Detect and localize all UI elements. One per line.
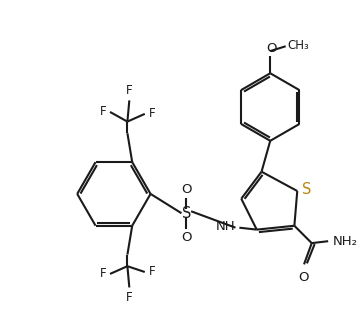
Text: CH₃: CH₃ bbox=[288, 39, 309, 52]
Text: O: O bbox=[181, 231, 192, 244]
Text: F: F bbox=[149, 107, 155, 120]
Text: NH: NH bbox=[216, 220, 235, 233]
Text: NH₂: NH₂ bbox=[333, 235, 358, 248]
Text: S: S bbox=[181, 206, 191, 221]
Text: F: F bbox=[126, 291, 132, 304]
Text: O: O bbox=[181, 182, 192, 196]
Text: F: F bbox=[126, 83, 132, 96]
Text: S: S bbox=[302, 181, 311, 197]
Text: O: O bbox=[266, 42, 276, 55]
Text: F: F bbox=[100, 105, 106, 118]
Text: O: O bbox=[298, 271, 308, 284]
Text: F: F bbox=[149, 266, 155, 279]
Text: F: F bbox=[100, 267, 106, 281]
